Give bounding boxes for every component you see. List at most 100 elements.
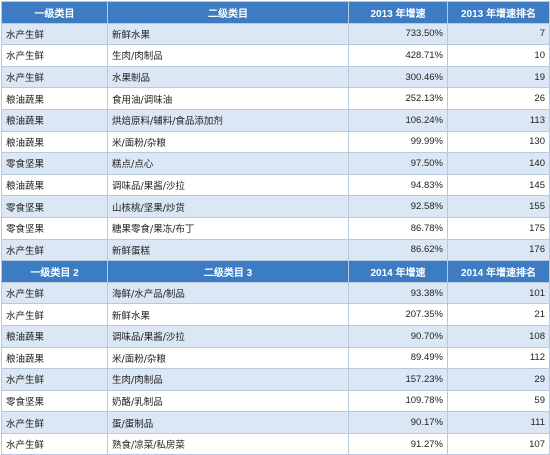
- category-1-cell: 水产生鲜: [1, 368, 108, 391]
- rank-cell: 59: [447, 389, 550, 413]
- rank-cell: 176: [447, 238, 550, 262]
- table-row: 水产生鲜 新鲜水果 207.35% 21: [1, 303, 550, 326]
- table-row: 水产生鲜 生肉/肉制品 157.23% 29: [1, 368, 550, 391]
- table-row: 零食坚果 奶酪/乳制品 109.78% 59: [1, 389, 550, 413]
- rank-cell: 10: [447, 44, 550, 67]
- category-1-cell: 粮油蔬果: [1, 87, 108, 110]
- growth-cell: 86.78%: [348, 216, 448, 240]
- rank-cell: 21: [447, 303, 550, 326]
- section-2014-body: 水产生鲜 海鲜/水产品/制品 93.38% 101 水产生鲜 新鲜水果 207.35% 21 粮…: [1, 281, 550, 455]
- table-row: 水产生鲜 海鲜/水产品/制品 93.38% 101: [1, 281, 550, 305]
- section-2014-header: 一级类目 2 二级类目 3 2014 年增速 2014 年增速排名: [1, 260, 550, 283]
- category-2-cell: 水果制品: [107, 65, 349, 89]
- category-1-cell: 水产生鲜: [1, 44, 108, 67]
- growth-cell: 207.35%: [348, 303, 448, 326]
- category-2-cell: 新鲜水果: [107, 303, 349, 326]
- section-2013-body: 水产生鲜 新鲜水果 733.50% 7 水产生鲜 生肉/肉制品 428.71% 10 水产生鲜水…: [1, 22, 550, 262]
- category-1-cell: 零食坚果: [1, 195, 108, 218]
- rank-cell: 113: [447, 108, 550, 132]
- table-row: 零食坚果 糕点/点心 97.50% 140: [1, 152, 550, 175]
- category-2-cell: 糕点/点心: [107, 152, 349, 175]
- rank-cell: 29: [447, 368, 550, 391]
- table-row: 粮油蔬果 调味品/果酱/沙拉 94.83% 145: [1, 173, 550, 197]
- category-1-cell: 零食坚果: [1, 389, 108, 413]
- category-1-cell: 粮油蔬果: [1, 108, 108, 132]
- category-1-cell: 水产生鲜: [1, 65, 108, 89]
- table-row: 粮油蔬果 烘焙原料/辅料/食品添加剂 106.24% 113: [1, 108, 550, 132]
- header-row-2014: 一级类目 2 二级类目 3 2014 年增速 2014 年增速排名: [1, 260, 550, 283]
- table-row: 粮油蔬果 米/面粉/杂粮 89.49% 112: [1, 346, 550, 370]
- header-category-1-b: 一级类目 2: [1, 260, 108, 283]
- category-1-cell: 水产生鲜: [1, 411, 108, 434]
- table-row: 零食坚果 山核桃/坚果/炒货 92.58% 155: [1, 195, 550, 218]
- category-1-cell: 水产生鲜: [1, 281, 108, 305]
- rank-cell: 130: [447, 130, 550, 154]
- rank-cell: 111: [447, 411, 550, 434]
- table-row: 粮油蔬果 食用油/调味油 252.13% 26: [1, 87, 550, 110]
- growth-cell: 733.50%: [348, 22, 448, 46]
- growth-cell: 106.24%: [348, 108, 448, 132]
- growth-cell: 91.27%: [348, 432, 448, 455]
- header-rank-2014: 2014 年增速排名: [447, 260, 550, 283]
- rank-cell: 145: [447, 173, 550, 197]
- growth-cell: 157.23%: [348, 368, 448, 391]
- category-2-cell: 山核桃/坚果/炒货: [107, 195, 349, 218]
- table-row: 零食坚果 糖果零食/果冻/布丁 86.78% 175: [1, 216, 550, 240]
- growth-cell: 89.49%: [348, 346, 448, 370]
- growth-cell: 86.62%: [348, 238, 448, 262]
- category-1-cell: 水产生鲜: [1, 432, 108, 455]
- category-1-cell: 粮油蔬果: [1, 130, 108, 154]
- category-1-cell: 水产生鲜: [1, 22, 108, 46]
- category-2-cell: 米/面粉/杂粮: [107, 130, 349, 154]
- category-1-cell: 粮油蔬果: [1, 346, 108, 370]
- category-2-cell: 调味品/果酱/沙拉: [107, 173, 349, 197]
- header-category-2: 二级类目: [107, 1, 349, 24]
- header-category-1: 一级类目: [1, 1, 108, 24]
- category-2-cell: 熟食/凉菜/私房菜: [107, 432, 349, 455]
- category-2-cell: 蛋/蛋制品: [107, 411, 349, 434]
- growth-cell: 92.58%: [348, 195, 448, 218]
- category-1-cell: 水产生鲜: [1, 238, 108, 262]
- category-1-cell: 粮油蔬果: [1, 173, 108, 197]
- growth-cell: 97.50%: [348, 152, 448, 175]
- category-2-cell: 烘焙原料/辅料/食品添加剂: [107, 108, 349, 132]
- table-row: 水产生鲜 熟食/凉菜/私房菜 91.27% 107: [1, 432, 550, 455]
- growth-cell: 90.70%: [348, 324, 448, 348]
- table-row: 水产生鲜 蛋/蛋制品 90.17% 111: [1, 411, 550, 434]
- category-2-cell: 米/面粉/杂粮: [107, 346, 349, 370]
- growth-cell: 93.38%: [348, 281, 448, 305]
- rank-cell: 155: [447, 195, 550, 218]
- rank-cell: 26: [447, 87, 550, 110]
- category-1-cell: 水产生鲜: [1, 303, 108, 326]
- table-row: 水产生鲜 生肉/肉制品 428.71% 10: [1, 44, 550, 67]
- header-growth-2014: 2014 年增速: [348, 260, 448, 283]
- table-row: 水产生鲜 新鲜蛋糕 86.62% 176: [1, 238, 550, 262]
- rank-cell: 108: [447, 324, 550, 348]
- table-row: 粮油蔬果 调味品/果酱/沙拉 90.70% 108: [1, 324, 550, 348]
- category-2-cell: 新鲜水果: [107, 22, 349, 46]
- header-category-2-b: 二级类目 3: [107, 260, 349, 283]
- category-1-cell: 零食坚果: [1, 216, 108, 240]
- rank-cell: 112: [447, 346, 550, 370]
- category-2-cell: 食用油/调味油: [107, 87, 349, 110]
- table-row: 粮油蔬果 米/面粉/杂粮 99.99% 130: [1, 130, 550, 154]
- growth-cell: 428.71%: [348, 44, 448, 67]
- category-2-cell: 奶酪/乳制品: [107, 389, 349, 413]
- category-2-cell: 糖果零食/果冻/布丁: [107, 216, 349, 240]
- table-row: 水产生鲜 水果制品 300.46% 19: [1, 65, 550, 89]
- rank-cell: 7: [447, 22, 550, 46]
- category-2-cell: 海鲜/水产品/制品: [107, 281, 349, 305]
- rank-cell: 19: [447, 65, 550, 89]
- category-2-cell: 生肉/肉制品: [107, 44, 349, 67]
- growth-cell: 90.17%: [348, 411, 448, 434]
- rank-cell: 140: [447, 152, 550, 175]
- growth-cell: 252.13%: [348, 87, 448, 110]
- rank-cell: 175: [447, 216, 550, 240]
- growth-cell: 99.99%: [348, 130, 448, 154]
- category-2-cell: 生肉/肉制品: [107, 368, 349, 391]
- rank-cell: 101: [447, 281, 550, 305]
- table-row: 水产生鲜 新鲜水果 733.50% 7: [1, 22, 550, 46]
- category-2-cell: 调味品/果酱/沙拉: [107, 324, 349, 348]
- header-growth-2013: 2013 年增速: [348, 1, 448, 24]
